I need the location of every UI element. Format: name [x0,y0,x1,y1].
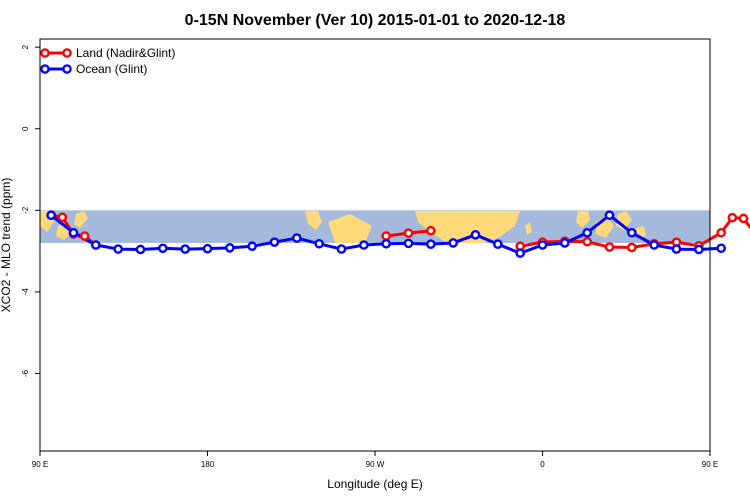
ocean-point-0-10 [269,237,280,247]
land-point-0-3 [79,231,90,241]
land-point-1-0 [381,231,391,241]
legend-land-marker-b [62,48,72,58]
ocean-point-0-24 [582,227,592,238]
ocean-point-0-29 [694,244,704,255]
ocean-point-0-27 [649,240,659,250]
legend-land-label: Land (Nadir&Glint) [76,46,175,60]
ocean-point-0-21 [515,248,525,258]
x-axis-label: Longitude (deg E) [327,477,422,491]
map-land-4 [328,214,372,243]
land-point-2-5 [627,242,637,253]
chart-title: 0-15N November (Ver 10) 2015-01-01 to 20… [185,12,566,29]
map-land-5 [415,211,520,243]
ocean-point-0-30 [716,243,726,254]
ocean-point-0-1 [68,227,79,238]
ocean-point-0-15 [381,238,391,249]
land-point-2-10 [727,212,738,223]
land-point-2-3 [582,236,592,247]
ocean-point-0-20 [493,239,503,249]
x-tick-label-4: 90 E [702,460,718,469]
y-tick-label-4: -6 [21,369,30,377]
ocean-point-0-13 [336,244,347,254]
land-point-0-1 [57,212,68,223]
ocean-point-0-14 [359,240,369,250]
land-series-line-2 [518,216,750,249]
axes: 90 E 180 90 W 0 90 E 2 0 -2 -4 -6 [21,38,718,469]
ocean-point-0-6 [180,244,190,254]
ocean-point-0-7 [202,243,213,254]
ocean-point-0-23 [560,238,570,248]
ocean-point-0-8 [225,243,235,253]
ocean-point-0-17 [426,239,436,249]
land-point-2-9 [716,227,726,238]
x-tick-label-0: 90 E [32,460,48,469]
map-land-6 [525,222,532,235]
legend-land-marker-a [40,48,50,58]
map-landmasses [40,211,646,243]
ocean-point-0-18 [448,238,458,248]
legend-ocean-label: Ocean (Glint) [76,62,147,76]
ocean-point-0-0 [46,210,56,221]
land-point-1-1 [403,228,414,238]
legend-ocean-marker-b [62,64,72,74]
ocean-point-0-11 [292,233,302,243]
map-land-3 [305,211,322,230]
ocean-point-0-3 [113,244,123,254]
map-land-2 [74,211,88,228]
ocean-point-0-26 [627,227,637,238]
land-point-1-2 [426,225,436,236]
ocean-point-0-19 [470,230,481,240]
y-axis-label: XCO2 - MLO trend (ppm) [0,178,13,313]
y-tick-label-0: 2 [21,44,30,49]
ocean-point-0-5 [158,243,168,254]
land-point-2-4 [604,242,615,252]
ocean-point-0-4 [135,244,146,255]
ocean-point-0-28 [671,244,682,254]
ocean-point-0-22 [537,240,548,250]
y-tick-label-3: -4 [21,288,30,296]
ocean-point-0-2 [91,240,101,250]
series-layer [46,210,750,258]
map-land-7 [576,211,590,228]
ocean-point-0-16 [403,238,414,249]
ocean-point-0-12 [314,238,324,249]
y-tick-label-2: -2 [21,206,30,214]
map-background [40,210,710,243]
x-tick-label-3: 0 [540,460,545,469]
legend-ocean-marker-a [40,64,50,74]
x-tick-label-2: 90 W [366,460,385,469]
ocean-point-0-9 [247,241,257,252]
ocean-point-0-25 [604,210,615,221]
legend: Land (Nadir&Glint) Ocean (Glint) [40,46,175,76]
x-tick-label-1: 180 [201,460,215,469]
y-tick-label-1: 0 [21,126,30,131]
land-point-2-11 [738,213,749,224]
